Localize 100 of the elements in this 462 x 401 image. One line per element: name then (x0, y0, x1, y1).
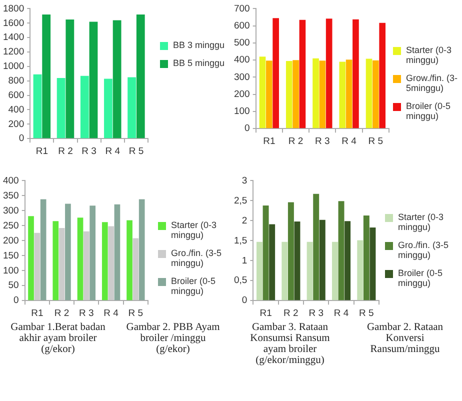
x-tick-label: R 3 (79, 308, 94, 319)
bar (259, 56, 266, 128)
y-tick-label: 3 (242, 175, 248, 186)
bar (306, 242, 313, 300)
y-tick-label: 2,5 (234, 195, 248, 206)
bar (90, 206, 96, 300)
bar (66, 20, 74, 138)
y-tick-label: 800 (8, 75, 24, 86)
y-tick-label: 50 (8, 280, 19, 292)
y-tick-label: 1000 (2, 61, 24, 72)
bar (288, 202, 294, 300)
y-tick-label: 100 (2, 265, 19, 276)
legend-label: Starter (0-3 minggu) (171, 220, 218, 240)
bar (357, 240, 364, 300)
y-tick-label: 100 (234, 106, 250, 118)
y-tick-label: 150 (2, 250, 19, 262)
x-tick-label: R 3 (315, 136, 330, 147)
y-tick-label: 1600 (2, 18, 24, 29)
y-tick-label: 0 (18, 133, 24, 144)
legend-label: BB 3 minggu (173, 40, 225, 50)
y-tick-label: 1400 (2, 32, 24, 44)
x-tick-label: R 3 (308, 308, 324, 319)
y-tick-label: 500 (234, 38, 250, 49)
legend-label: Grow./fin. (3-5minggu) (406, 73, 459, 93)
bar (128, 77, 136, 138)
x-tick-label: R 5 (128, 146, 144, 157)
bar (332, 242, 338, 300)
x-tick-label: R 4 (334, 308, 349, 319)
bar (42, 14, 51, 138)
y-tick-label: 1200 (2, 46, 24, 58)
bar (89, 22, 98, 138)
x-tick-label: R 4 (104, 308, 118, 319)
x-tick-label: R1 (260, 308, 272, 319)
bar (102, 222, 108, 300)
bar (34, 232, 40, 300)
text: Gambar 2. Rataan Konversi Ransum/minggu (366, 322, 444, 357)
bar (136, 14, 145, 138)
y-tick-label: 2 (242, 215, 248, 226)
bar (299, 20, 306, 128)
bar (108, 226, 114, 300)
bar (338, 201, 344, 300)
y-tick-label: 200 (2, 235, 19, 246)
bar (379, 22, 386, 128)
bar (286, 60, 292, 128)
bar (28, 216, 34, 300)
bar (352, 19, 359, 128)
bar (344, 221, 351, 300)
y-tick-label: 350 (2, 190, 19, 202)
bar (294, 221, 300, 300)
bar (363, 215, 370, 300)
bar (256, 242, 262, 300)
x-tick-label: R1 (31, 308, 44, 319)
bar (313, 194, 320, 300)
bar (366, 58, 372, 128)
bar (269, 224, 276, 300)
y-tick-label: 1800 (2, 3, 24, 14)
y-tick-label: 400 (8, 104, 24, 116)
legend-label: Broiler (0-5 minggu) (406, 101, 452, 121)
x-tick-label: R 5 (359, 308, 374, 319)
y-tick-label: 600 (8, 90, 24, 101)
bar (112, 20, 122, 138)
y-tick-label: 1 (242, 255, 248, 266)
x-tick-label: R 4 (105, 146, 120, 157)
text: Gambar 1.Berat badan akhir ayam broiler (g/ekor) (10, 322, 106, 355)
bar (319, 60, 326, 128)
text: Gambar 2. PBB Ayam broiler /minggu (g/ekor) (125, 322, 221, 355)
legend-label: Gro./fin. (3-5 minggu) (171, 248, 223, 268)
bar (80, 76, 89, 138)
y-tick-label: 700 (234, 3, 250, 14)
y-tick-label: 200 (234, 88, 250, 100)
bar (292, 60, 299, 128)
bar (312, 58, 319, 128)
bar (40, 199, 46, 300)
y-tick-label: 400 (2, 175, 19, 186)
bar (346, 60, 352, 128)
legend-label: Starter (0-3 minggu) (406, 45, 453, 65)
x-tick-label: R 3 (82, 146, 96, 157)
x-tick-label: R 2 (54, 308, 70, 319)
x-tick-label: R 2 (288, 136, 304, 147)
legend-label: Starter (0-3 minggu) (398, 212, 445, 232)
y-tick-label: 300 (2, 205, 19, 216)
y-tick-label: 0 (242, 295, 248, 306)
legend-label: Gro./fin. (3-5 minggu) (398, 240, 450, 260)
text: Gambar 3. Rataan Konsumsi Ransum ayam broiler (g/ekor/minggu) (249, 322, 331, 366)
bar (33, 74, 42, 138)
bar (132, 238, 139, 300)
bar (138, 199, 145, 300)
bar (326, 18, 332, 128)
x-tick-label: R 5 (368, 136, 384, 147)
x-tick-label: R1 (263, 136, 276, 147)
bar (372, 60, 379, 128)
bar (339, 62, 346, 128)
y-tick-label: 400 (234, 54, 250, 66)
bar (77, 218, 84, 300)
y-tick-label: 250 (2, 220, 19, 232)
x-tick-label: R 2 (284, 308, 298, 319)
y-tick-label: 300 (234, 72, 250, 83)
bar (319, 220, 326, 300)
y-tick-label: 0 (14, 295, 19, 306)
bar (282, 242, 288, 300)
